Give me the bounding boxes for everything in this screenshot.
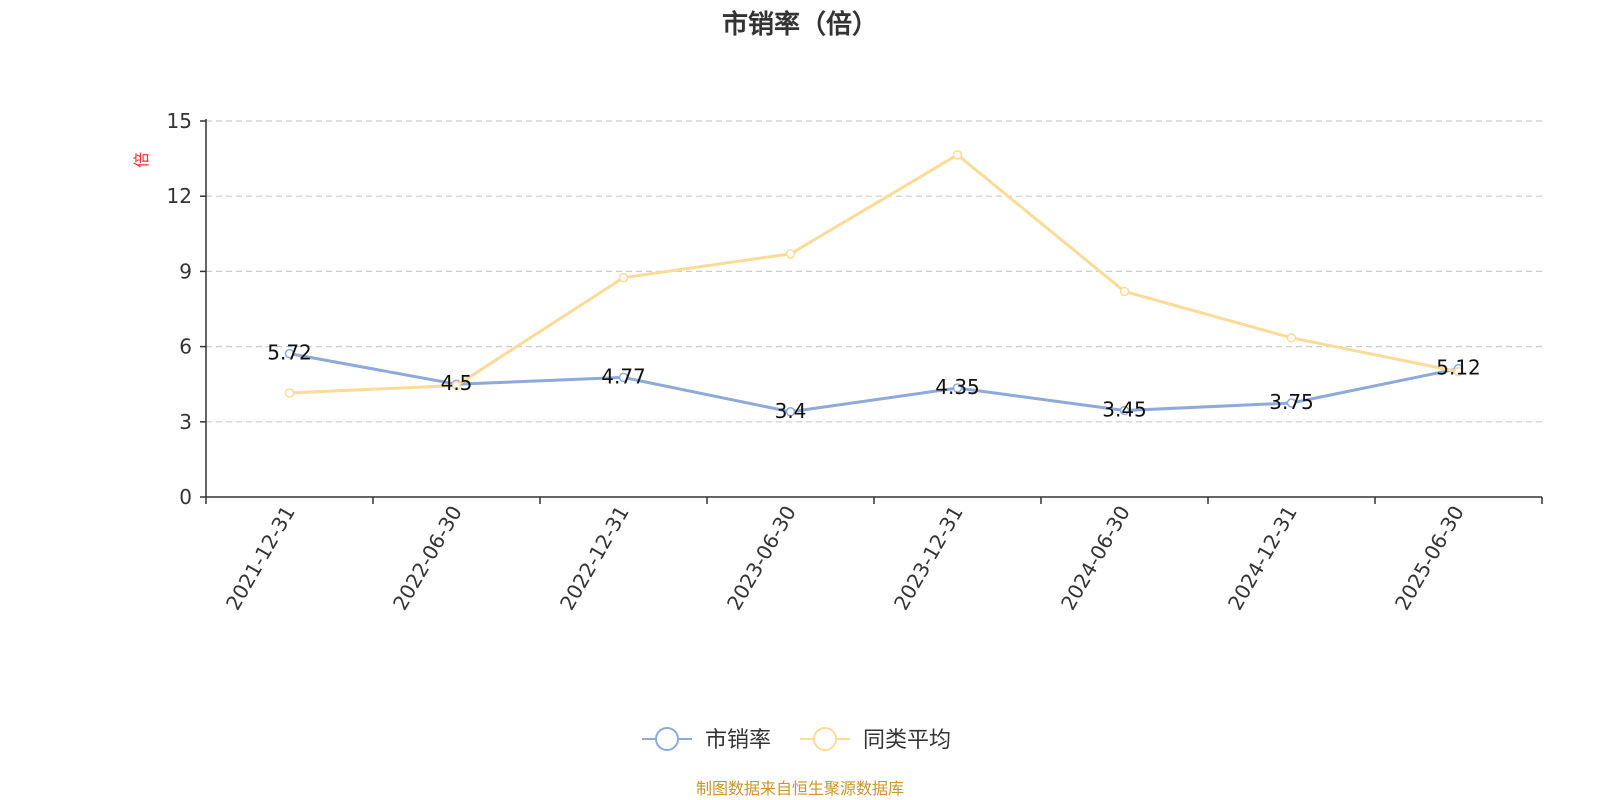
x-tick-label: 2021-12-31 [221,502,300,615]
x-tick-label: 2022-12-31 [555,502,634,615]
x-tick-label: 2022-06-30 [388,502,467,615]
data-label: 3.45 [1102,398,1147,422]
data-point [1119,286,1130,297]
legend-label: 同类平均 [863,728,951,753]
axes: 0 3 6 9 12 15 2021-12-31 2022-06-30 2022-12-31 20… [167,109,1543,615]
y-tick-label: 3 [179,410,192,434]
legend-marker [813,727,837,751]
data-point [451,380,462,391]
data-point [1453,366,1464,377]
y-tick-label: 12 [167,184,192,208]
y-tick-label: 6 [179,335,192,359]
data-point [1286,333,1297,343]
data-label: 5.72 [267,341,312,365]
data-point [618,372,629,383]
legend[interactable]: 市销率 同类平均 [642,727,951,753]
data-point [785,249,796,259]
series-line-2 [289,153,1459,395]
legend-item-1[interactable]: 市销率 [642,727,771,753]
grid-lines [206,120,1542,423]
data-source-note: 制图数据来自恒生聚源数据库 [696,779,904,798]
x-tick-label: 2024-06-30 [1056,502,1135,615]
data-point [1119,405,1130,416]
data-point [618,272,629,283]
legend-marker [655,727,679,751]
data-label: 5.12 [1436,356,1481,380]
data-label: 3.75 [1269,390,1314,414]
data-point [785,407,796,417]
data-point [952,150,963,160]
data-labels: 5.72 4.5 4.77 3.4 4.35 3.45 3.75 5.12 [267,341,1481,423]
data-label: 3.4 [775,399,807,423]
data-point [284,388,295,398]
legend-label: 市销率 [705,728,771,753]
data-point [1286,398,1297,408]
y-tick-label: 9 [179,259,192,283]
legend-item-2[interactable]: 同类平均 [800,727,951,753]
y-tick-label: 0 [179,485,192,509]
x-tick-label: 2023-06-30 [722,502,801,615]
x-tick-label: 2024-12-31 [1223,502,1302,615]
y-tick-label: 15 [167,109,192,133]
data-point [284,348,295,359]
data-point [952,383,963,393]
x-tick-label: 2023-12-31 [889,502,968,615]
series [284,150,1464,417]
series-line-1 [289,352,1459,414]
chart-title: 市销率（倍） [722,9,878,40]
y-axis-unit: 倍 [132,152,151,168]
x-tick-label: 2025-06-30 [1390,502,1469,615]
data-label: 4.77 [601,364,646,388]
data-label: 4.5 [441,371,473,395]
data-label: 4.35 [935,375,980,399]
